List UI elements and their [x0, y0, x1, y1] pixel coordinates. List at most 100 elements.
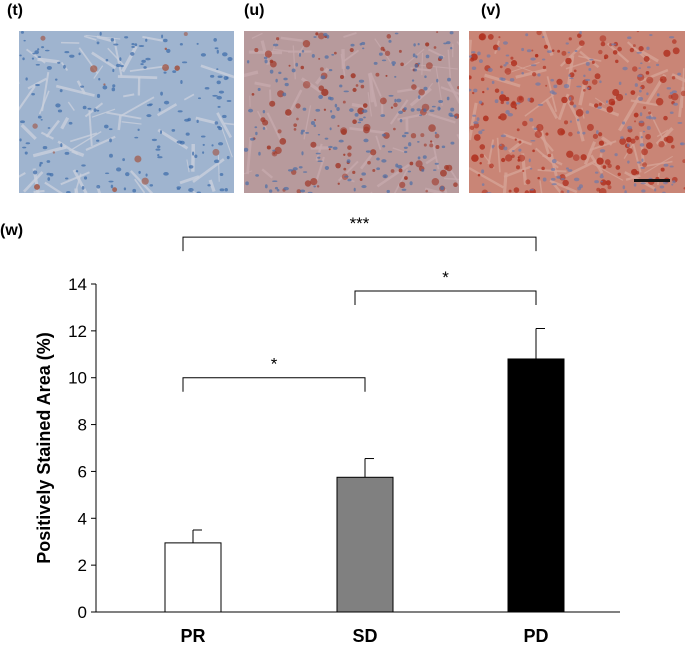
- cell-nucleus: [655, 63, 660, 67]
- cell-nucleus: [37, 115, 42, 119]
- cell-nucleus: [597, 106, 602, 109]
- cell-nucleus: [227, 57, 233, 62]
- cell-nucleus: [109, 138, 112, 143]
- cell-nucleus: [422, 155, 427, 159]
- cell-nucleus: [300, 131, 304, 135]
- cell-nucleus: [177, 110, 183, 113]
- stain-spot: [600, 41, 606, 47]
- stain-spot: [594, 73, 601, 80]
- cell-nucleus: [19, 54, 22, 57]
- cell-nucleus: [423, 108, 427, 113]
- stain-spot: [323, 108, 327, 111]
- stain-spot: [645, 133, 651, 140]
- stain-spot: [522, 169, 525, 173]
- cell-nucleus: [450, 141, 455, 145]
- cell-nucleus: [46, 160, 51, 163]
- cell-nucleus: [99, 31, 102, 36]
- tissue-fiber: [142, 35, 163, 42]
- stain-spot: [580, 154, 587, 161]
- cell-nucleus: [354, 113, 359, 117]
- tissue-fiber: [578, 84, 587, 106]
- y-tick-label: 6: [78, 462, 87, 481]
- cell-nucleus: [408, 142, 412, 147]
- stain-spot: [672, 47, 680, 55]
- stain-spot: [536, 31, 542, 36]
- cell-nucleus: [315, 108, 321, 112]
- stain-spot: [357, 107, 365, 115]
- cell-nucleus: [505, 110, 510, 115]
- tissue-fiber: [549, 179, 578, 193]
- stain-spot: [560, 190, 564, 193]
- stain-spot: [318, 57, 321, 60]
- stain-spot: [380, 46, 385, 51]
- stain-spot: [316, 185, 320, 188]
- stain-spot: [517, 158, 521, 162]
- cell-nucleus: [569, 96, 572, 101]
- cell-nucleus: [646, 66, 651, 69]
- cell-nucleus: [155, 148, 161, 151]
- stain-spot: [434, 133, 440, 139]
- cell-nucleus: [40, 118, 43, 121]
- cell-nucleus: [413, 43, 416, 47]
- cell-nucleus: [391, 61, 396, 65]
- cell-nucleus: [541, 35, 545, 39]
- x-tick-label-pd: PD: [523, 626, 548, 645]
- cell-nucleus: [589, 58, 594, 61]
- cell-nucleus: [361, 185, 367, 189]
- stain-spot: [560, 129, 566, 135]
- cell-nucleus: [518, 148, 522, 152]
- cell-nucleus: [627, 160, 630, 164]
- cell-nucleus: [213, 37, 217, 42]
- stain-spot: [295, 103, 301, 109]
- stain-spot: [183, 31, 188, 37]
- cell-nucleus: [120, 64, 124, 68]
- cell-nucleus: [363, 138, 369, 143]
- cell-nucleus: [284, 82, 289, 87]
- stain-spot: [607, 185, 612, 190]
- stain-spot: [482, 90, 485, 94]
- cell-nucleus: [550, 177, 556, 181]
- cell-nucleus: [134, 43, 138, 47]
- cell-nucleus: [433, 169, 437, 171]
- cell-nucleus: [224, 187, 228, 192]
- stain-spot: [337, 182, 340, 185]
- cell-nucleus: [60, 143, 63, 148]
- cell-nucleus: [569, 77, 574, 80]
- stain-spot: [134, 155, 142, 163]
- cell-nucleus: [620, 136, 624, 140]
- tissue-fiber: [44, 181, 64, 193]
- cell-nucleus: [478, 100, 483, 105]
- cell-nucleus: [345, 65, 350, 70]
- cell-nucleus: [671, 183, 674, 186]
- tissue-fiber: [83, 35, 97, 41]
- tissue-fiber: [208, 179, 216, 193]
- cell-nucleus: [255, 131, 258, 136]
- stain-spot: [532, 149, 535, 153]
- stain-spot: [615, 93, 624, 102]
- stain-spot: [436, 31, 439, 34]
- y-tick-label: 0: [78, 603, 87, 622]
- stain-spot: [393, 127, 396, 131]
- cell-nucleus: [66, 191, 71, 193]
- stain-spot: [524, 190, 530, 193]
- stain-spot: [478, 33, 486, 41]
- cell-nucleus: [216, 95, 222, 100]
- stain-spot: [634, 135, 640, 141]
- stain-spot: [634, 120, 637, 123]
- cell-nucleus: [599, 175, 604, 179]
- stain-spot: [626, 147, 633, 155]
- cell-nucleus: [324, 165, 330, 171]
- stain-spot: [561, 96, 568, 104]
- cell-nucleus: [295, 62, 299, 67]
- cell-nucleus: [649, 33, 653, 37]
- stain-spot: [260, 117, 266, 123]
- stain-spot: [629, 47, 635, 53]
- cell-nucleus: [412, 53, 416, 58]
- cell-nucleus: [507, 113, 514, 117]
- cell-nucleus: [57, 61, 61, 64]
- stain-spot: [363, 126, 370, 134]
- tissue-fiber: [421, 52, 424, 76]
- stain-spot: [615, 165, 621, 170]
- tissue-fiber: [67, 101, 75, 111]
- tissue-fiber: [656, 129, 669, 138]
